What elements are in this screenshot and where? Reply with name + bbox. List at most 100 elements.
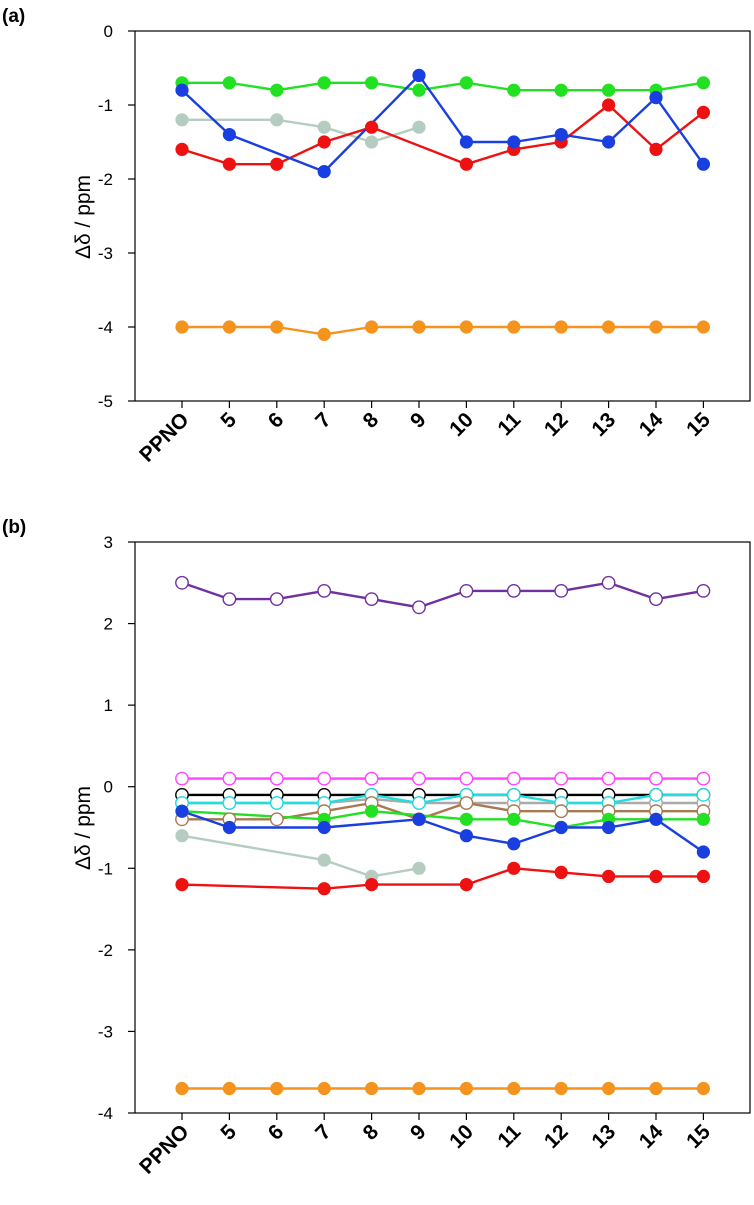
data-point xyxy=(175,83,189,97)
data-point xyxy=(317,584,332,598)
data-point xyxy=(601,135,616,149)
data-point xyxy=(554,820,568,835)
data-point xyxy=(269,771,284,786)
data-point xyxy=(412,796,426,810)
data-point xyxy=(222,76,236,90)
data-point xyxy=(412,1081,426,1096)
data-point xyxy=(507,83,521,97)
x-tick-label: 7 xyxy=(311,408,336,433)
data-point xyxy=(554,1081,568,1096)
series-line xyxy=(182,793,704,805)
data-point xyxy=(175,142,189,156)
series-line xyxy=(182,801,704,821)
data-point xyxy=(175,1081,189,1096)
y-tick-label: 1 xyxy=(104,696,113,715)
data-point xyxy=(222,320,236,334)
x-tick-label: PPNO xyxy=(135,1120,193,1178)
x-tick-label: 7 xyxy=(311,1120,336,1145)
panel-b-y-axis-label: Δδ / ppm xyxy=(72,786,95,870)
panel-a-plot-frame xyxy=(134,30,751,402)
data-point xyxy=(554,771,569,786)
data-point xyxy=(317,120,331,134)
data-point xyxy=(601,771,616,786)
data-point xyxy=(412,861,426,875)
data-point xyxy=(696,584,711,598)
y-tick-label: -1 xyxy=(98,96,113,115)
panel-b-y-axis: 3 2 1 0 -1 -2 -3 -4 xyxy=(98,533,135,1123)
data-point xyxy=(317,1081,331,1096)
x-tick-label: 9 xyxy=(406,1120,431,1145)
series-line xyxy=(181,810,705,853)
data-point xyxy=(317,882,331,896)
panel-b-series xyxy=(175,575,711,1096)
data-point xyxy=(412,812,426,826)
x-tick-label: 13 xyxy=(587,1120,620,1153)
panel-b-plot-frame xyxy=(134,541,751,1114)
data-point xyxy=(364,804,379,818)
data-point xyxy=(649,142,663,156)
data-point xyxy=(459,584,474,598)
data-point xyxy=(696,845,711,859)
data-point xyxy=(649,91,663,105)
data-point xyxy=(507,1081,521,1096)
data-point xyxy=(459,320,473,334)
x-tick-label: 11 xyxy=(493,1120,525,1152)
y-tick-label: 3 xyxy=(104,533,113,552)
data-point xyxy=(601,869,616,884)
data-point xyxy=(364,592,379,606)
data-point xyxy=(364,320,379,334)
data-point xyxy=(222,771,237,786)
x-tick-label: 15 xyxy=(682,408,715,441)
data-point xyxy=(412,320,426,334)
data-point xyxy=(269,796,284,810)
series-line xyxy=(181,74,705,173)
data-point xyxy=(222,1081,236,1096)
y-tick-label: -4 xyxy=(98,1104,113,1123)
data-point xyxy=(459,796,474,810)
data-point xyxy=(696,1081,711,1096)
data-point xyxy=(696,320,711,334)
x-tick-label: 10 xyxy=(445,408,478,441)
data-point xyxy=(554,804,569,819)
y-tick-label: -2 xyxy=(98,941,113,960)
data-point xyxy=(412,600,426,615)
data-point xyxy=(459,812,473,826)
panel-a-y-axis-label: Δδ / ppm xyxy=(72,175,95,259)
data-point xyxy=(506,771,521,786)
x-tick-label: 13 xyxy=(587,408,620,441)
data-point xyxy=(696,869,711,884)
data-point xyxy=(601,320,616,334)
data-point xyxy=(175,113,189,127)
data-point xyxy=(649,1081,663,1096)
data-point xyxy=(507,837,521,851)
series-line xyxy=(181,103,705,166)
x-tick-label: 5 xyxy=(216,408,241,433)
data-point xyxy=(175,320,189,334)
data-point xyxy=(270,113,284,127)
data-point xyxy=(364,1081,379,1096)
x-tick-label: 6 xyxy=(264,408,289,433)
x-tick-label: 14 xyxy=(635,1120,668,1153)
data-point xyxy=(696,76,711,90)
data-point xyxy=(459,1081,473,1096)
panel-a-x-axis: PPNO 5 6 7 8 9 10 11 12 13 14 15 xyxy=(135,401,715,467)
x-tick-label: 15 xyxy=(682,1120,715,1153)
data-point xyxy=(364,771,379,786)
x-tick-label: 12 xyxy=(540,408,573,441)
data-point xyxy=(175,804,189,818)
data-point xyxy=(507,861,521,875)
data-point xyxy=(317,771,332,786)
data-point xyxy=(554,128,568,142)
data-point xyxy=(554,83,568,97)
data-point xyxy=(506,788,521,802)
data-point xyxy=(601,575,616,590)
data-point xyxy=(317,327,331,341)
data-point xyxy=(412,771,426,786)
x-tick-label: 8 xyxy=(359,408,384,433)
data-point xyxy=(222,128,236,142)
data-point xyxy=(364,120,379,134)
data-point xyxy=(554,865,568,880)
data-point xyxy=(175,575,189,590)
data-point xyxy=(649,869,663,884)
data-point xyxy=(696,157,711,171)
